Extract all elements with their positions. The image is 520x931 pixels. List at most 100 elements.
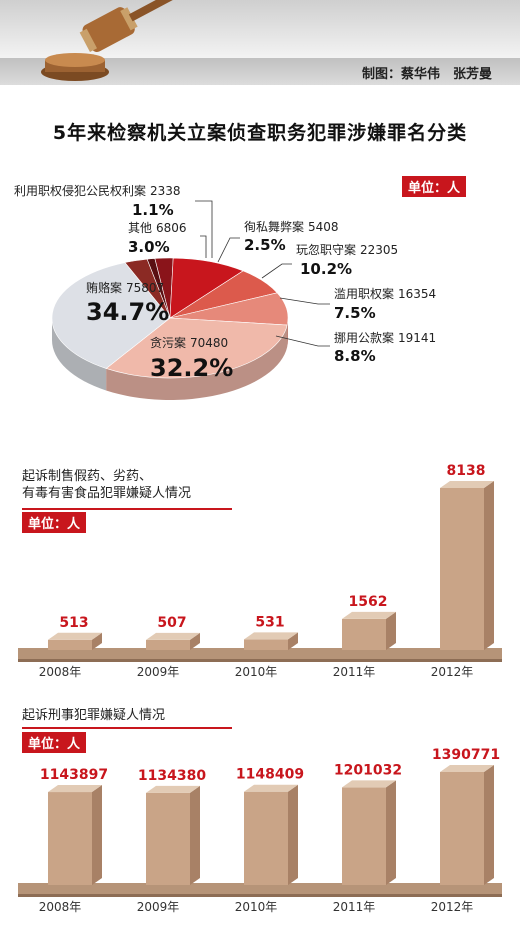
criminal-value-label-2: 1148409 <box>236 767 304 783</box>
drug-bar-top-2 <box>244 632 298 640</box>
drug-bar-front-2 <box>244 639 288 650</box>
criminal-bar-front-4 <box>440 772 484 885</box>
drug-bar-side-2 <box>288 632 298 650</box>
pie-label-2: 玩忽职守案 22305 <box>296 242 398 257</box>
criminal-floor <box>18 883 502 894</box>
drug-bar-front-0 <box>48 639 92 650</box>
drug-bar-top-1 <box>146 632 200 640</box>
drug-value-label-4: 8138 <box>447 463 486 479</box>
pie-percent-6: 34.7% <box>86 298 169 326</box>
drug-title-rule <box>22 508 232 510</box>
drug-bar-front-3 <box>342 618 386 650</box>
criminal-bar-1 <box>146 785 200 885</box>
criminal-bar-side-1 <box>190 785 200 885</box>
drug-value-label-1: 507 <box>157 615 186 631</box>
criminal-bar-top-0 <box>48 785 102 793</box>
pie-percent-5: 32.2% <box>150 354 233 382</box>
pie-slice-6 <box>51 262 171 369</box>
pie-label-1: 徇私舞弊案 5408 <box>244 219 339 234</box>
criminal-bar-front-0 <box>48 792 92 885</box>
pie-percent-7: 3.0% <box>128 238 170 256</box>
criminal-bar-0 <box>48 785 102 885</box>
drug-bar-0 <box>48 632 102 650</box>
credit-text: 制图：蔡华伟 张芳曼 <box>361 67 492 82</box>
drug-bar-side-1 <box>190 632 200 650</box>
criminal-chart-title: 起诉刑事犯罪嫌疑人情况 <box>22 708 166 723</box>
drug-bar-top-4 <box>440 481 494 488</box>
criminal-title-rule <box>22 727 232 729</box>
criminal-floor-edge <box>18 894 502 897</box>
criminal-category-label-2: 2010年 <box>235 900 278 914</box>
criminal-bar-side-3 <box>386 780 396 885</box>
pie-leader-4 <box>275 335 330 347</box>
criminal-value-label-4: 1390771 <box>432 747 500 763</box>
pie-percent-3: 7.5% <box>334 304 376 322</box>
pie-label-0: 利用职权侵犯公民权利案 2338 <box>14 183 181 198</box>
drug-category-label-2: 2010年 <box>235 665 278 679</box>
criminal-bar-front-3 <box>342 787 386 885</box>
pie-slice-side-6 <box>52 318 107 391</box>
pie-unit-label: 单位：人 <box>402 176 467 197</box>
pie-leader-2 <box>261 263 292 279</box>
pie-percent-1: 2.5% <box>244 236 286 254</box>
drug-category-label-1: 2009年 <box>137 665 180 679</box>
criminal-bar-top-4 <box>440 765 494 772</box>
drug-floor-edge <box>18 659 502 662</box>
pie-slice-side-5 <box>106 325 288 400</box>
pie-label-6: 贿赂案 75807 <box>86 280 164 295</box>
pie-leader-1 <box>217 237 240 263</box>
criminal-category-label-3: 2011年 <box>333 900 376 914</box>
drug-bar-2 <box>244 632 298 650</box>
pie-percent-0: 1.1% <box>132 201 174 219</box>
pie-label-5: 贪污案 70480 <box>150 335 228 350</box>
criminal-bar-side-0 <box>92 785 102 885</box>
pie-slice-2 <box>169 257 244 319</box>
drug-bar-4 <box>440 481 494 650</box>
drug-category-label-0: 2008年 <box>39 665 82 679</box>
drug-category-label-4: 2012年 <box>431 665 474 679</box>
criminal-value-label-1: 1134380 <box>138 768 206 784</box>
criminal-bar-top-2 <box>244 784 298 792</box>
page-title: 5年来检察机关立案侦查职务犯罪涉嫌罪名分类 <box>52 122 468 144</box>
drug-bar-1 <box>146 632 200 650</box>
pie-label-3: 滥用职权案 16354 <box>334 286 436 301</box>
drug-chart-title: 起诉制售假药、劣药、 有毒有害食品犯罪嫌疑人情况 <box>22 468 191 502</box>
drug-bar-side-3 <box>386 611 396 650</box>
criminal-bar-2 <box>244 784 298 885</box>
drug-bar-front-1 <box>146 639 190 650</box>
drug-title-line-1: 起诉制售假药、劣药、 <box>22 469 153 484</box>
drug-unit-label: 单位：人 <box>22 512 87 533</box>
pie-label-7: 其他 6806 <box>128 221 187 235</box>
pie-percent-4: 8.8% <box>334 347 376 365</box>
criminal-category-label-1: 2009年 <box>137 900 180 914</box>
drug-value-label-2: 531 <box>255 614 284 630</box>
criminal-bar-side-4 <box>484 765 494 885</box>
criminal-unit-label: 单位：人 <box>22 732 87 753</box>
pie-leader-0 <box>195 200 213 258</box>
drug-value-label-0: 513 <box>59 615 88 631</box>
drug-bar-side-4 <box>484 481 494 650</box>
criminal-category-label-4: 2012年 <box>431 900 474 914</box>
gavel-icon <box>41 0 217 81</box>
drug-bar-3 <box>342 611 396 650</box>
criminal-bar-front-2 <box>244 791 288 885</box>
pie-leader-5 <box>200 235 207 258</box>
drug-category-label-3: 2011年 <box>333 665 376 679</box>
pie-top-group <box>51 257 289 379</box>
drug-bar-top-3 <box>342 611 396 619</box>
pie-label-4: 挪用公款案 19141 <box>334 330 436 345</box>
drug-floor <box>18 648 502 659</box>
pie-slice-7 <box>124 258 171 319</box>
criminal-bar-4 <box>440 765 494 885</box>
criminal-bar-top-1 <box>146 785 200 793</box>
criminal-bar-front-1 <box>146 792 190 885</box>
criminal-value-label-3: 1201032 <box>334 762 402 778</box>
pie-percent-2: 10.2% <box>300 260 352 278</box>
pie-labels: 利用职权侵犯公民权利案 2338 1.1% 徇私舞弊案 5408 2.5% 玩忽职守案 223… <box>14 183 436 382</box>
drug-bar-side-0 <box>92 632 102 650</box>
criminal-bar-side-2 <box>288 784 298 885</box>
drug-bar-front-4 <box>440 488 484 650</box>
